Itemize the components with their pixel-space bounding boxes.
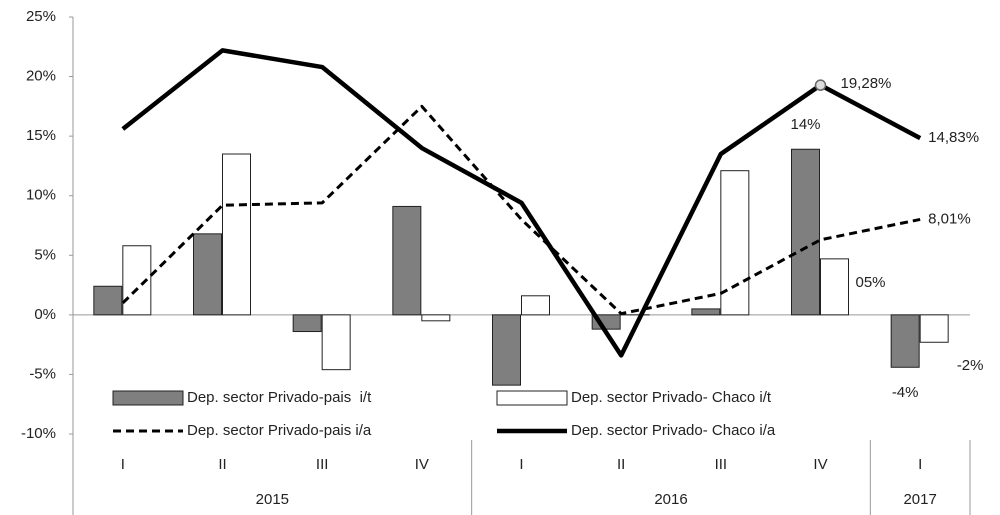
x-tick-label: II [617,456,625,473]
bar [292,314,322,333]
x-tick-label: II [218,456,226,473]
data-label: 19,28% [841,75,892,92]
y-tick-label: 10% [26,187,56,204]
y-tick-label: -5% [29,365,56,382]
bar [222,153,251,316]
bar [93,285,123,316]
data-label: 8,01% [928,210,971,227]
group-label: 2015 [256,491,289,508]
bar [791,148,820,316]
data-label: 05% [855,274,885,291]
line [121,104,921,316]
x-tick-label: IV [813,456,827,473]
y-tick-label: 20% [26,68,56,85]
legend-label: Dep. sector Privado- Chaco i/a [571,422,776,439]
data-label: -2% [957,357,984,374]
line [121,48,922,358]
bar [321,314,351,371]
legend-label: Dep. sector Privado-pais i/t [187,389,372,406]
legend-swatch [112,390,184,406]
y-tick-label: 5% [34,246,56,263]
legend-swatch [496,390,568,406]
group-label: 2017 [903,491,936,508]
x-tick-label: IV [415,456,429,473]
x-tick-label: I [918,456,922,473]
bar [691,308,721,316]
bar [392,205,422,316]
bar [720,170,750,316]
bar [890,314,920,368]
bar [193,233,222,316]
point-marker [814,79,827,91]
x-tick-label: I [121,456,125,473]
y-tick-label: 15% [26,127,56,144]
x-tick-label: III [316,456,329,473]
legend-label: Dep. sector Privado- Chaco i/t [571,389,772,406]
bar [492,314,521,386]
bar [919,314,949,343]
bar [820,258,849,316]
legend-label: Dep. sector Privado-pais i/a [187,422,372,439]
bar [421,314,451,322]
x-tick-label: I [519,456,523,473]
y-tick-label: -10% [21,425,56,442]
data-label: 14% [790,116,820,133]
data-label: 14,83% [928,129,979,146]
x-tick-label: III [715,456,728,473]
data-label: -4% [892,384,919,401]
bar [521,295,550,316]
group-label: 2016 [654,491,687,508]
y-tick-label: 0% [34,306,56,323]
y-tick-label: 25% [26,8,56,25]
